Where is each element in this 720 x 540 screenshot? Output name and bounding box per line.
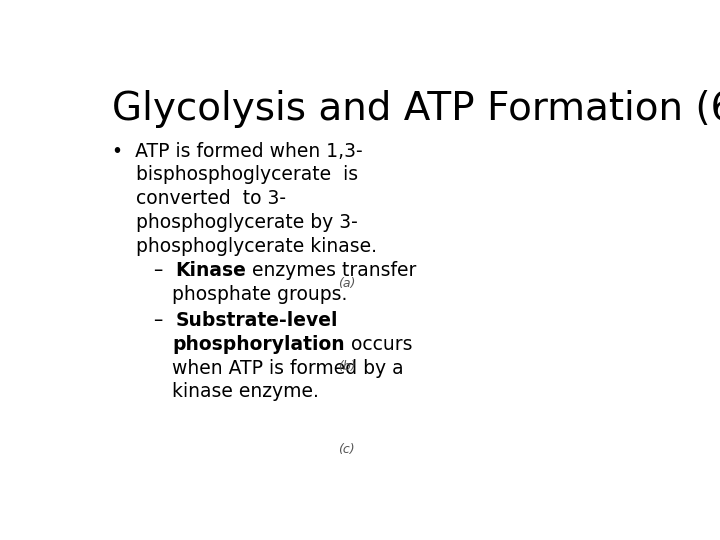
Text: bisphosphoglycerate  is: bisphosphoglycerate is (112, 165, 359, 185)
Text: (b): (b) (338, 360, 356, 373)
Text: Kinase: Kinase (176, 261, 246, 280)
Text: occurs: occurs (345, 335, 413, 354)
Text: (c): (c) (338, 443, 355, 456)
Text: when ATP is formed by a: when ATP is formed by a (112, 359, 404, 378)
Text: (a): (a) (338, 276, 356, 289)
Text: converted  to 3-: converted to 3- (112, 189, 287, 208)
Text: phosphorylation: phosphorylation (172, 335, 345, 354)
Text: phosphoglycerate kinase.: phosphoglycerate kinase. (112, 237, 377, 255)
Text: Substrate-level: Substrate-level (176, 312, 338, 330)
Text: enzymes transfer: enzymes transfer (246, 261, 417, 280)
Text: •  ATP is formed when 1,3-: • ATP is formed when 1,3- (112, 141, 363, 161)
Text: kinase enzyme.: kinase enzyme. (112, 382, 319, 401)
Text: phosphoglycerate by 3-: phosphoglycerate by 3- (112, 213, 358, 232)
Text: –: – (112, 312, 176, 330)
Text: –: – (112, 261, 176, 280)
Text: phosphate groups.: phosphate groups. (112, 285, 348, 304)
Text: Glycolysis and ATP Formation (6): Glycolysis and ATP Formation (6) (112, 90, 720, 128)
